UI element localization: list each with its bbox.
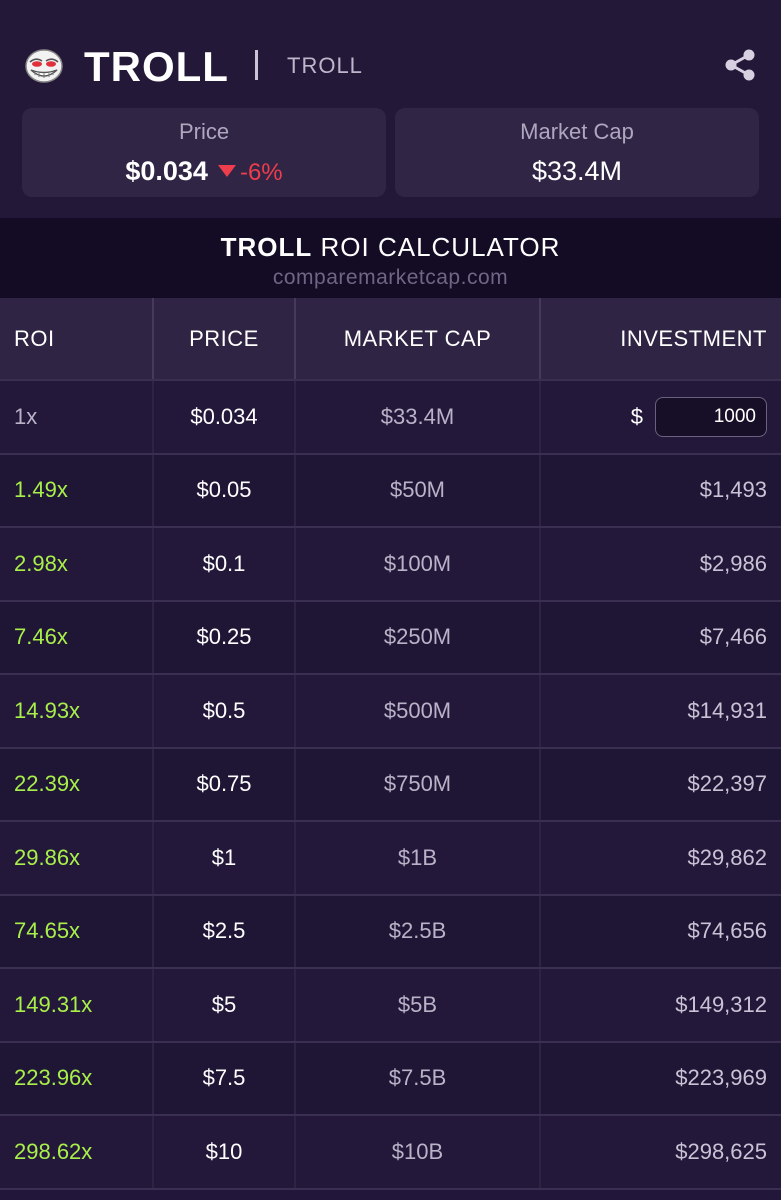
roi-cell: 223.96x — [0, 1041, 154, 1116]
table-row: 149.31x $5 $5B $149,312 — [0, 968, 781, 1043]
calculator-coin: TROLL — [220, 232, 313, 262]
coin-name: TROLL — [84, 43, 229, 90]
price-cell: $0.034 — [153, 380, 296, 455]
roi-cell: 14.93x — [0, 674, 154, 749]
price-cell: $2.5 — [153, 894, 296, 969]
market-cap-cell: $1B — [295, 821, 541, 896]
table-header-row: ROI PRICE MARKET CAP INVESTMENT — [0, 298, 781, 381]
coin-header: TROLL TROLL Price $0.034 -6% Market Cap $… — [0, 0, 781, 218]
investment-cell: $74,656 — [540, 894, 781, 969]
caret-down-icon — [217, 165, 236, 177]
investment-cell: $298,625 — [540, 1115, 781, 1190]
price-change: -6% — [239, 159, 283, 186]
investment-cell: $1,493 — [540, 453, 781, 528]
title-separator — [255, 50, 258, 80]
market-cap-cell: $750M — [295, 747, 541, 822]
market-cap-card: Market Cap $33.4M — [395, 108, 759, 197]
currency-symbol: $ — [630, 403, 643, 429]
investment-cell: $223,969 — [540, 1041, 781, 1116]
table-row: 22.39x $0.75 $750M $22,397 — [0, 747, 781, 822]
header-roi: ROI — [0, 298, 154, 381]
market-cap-cell: $100M — [295, 527, 541, 602]
table-row: 74.65x $2.5 $2.5B $74,656 — [0, 894, 781, 969]
market-cap-cell: $10B — [295, 1115, 541, 1190]
price-cell: $0.25 — [153, 600, 296, 675]
investment-cell: $7,466 — [540, 600, 781, 675]
roi-cell: 74.65x — [0, 894, 154, 969]
table-row: 14.93x $0.5 $500M $14,931 — [0, 674, 781, 749]
header-investment: INVESTMENT — [540, 298, 781, 381]
price-label: Price — [178, 119, 230, 144]
table-row: 1x $0.034 $33.4M $ — [0, 380, 781, 455]
roi-cell: 149.31x — [0, 968, 154, 1043]
share-icon[interactable] — [723, 48, 757, 82]
market-cap-cell: $2.5B — [295, 894, 541, 969]
investment-cell: $29,862 — [540, 821, 781, 896]
price-cell: $0.75 — [153, 747, 296, 822]
market-cap-cell: $50M — [295, 453, 541, 528]
roi-cell: 7.46x — [0, 600, 154, 675]
table-row: 298.62x $10 $10B $298,625 — [0, 1115, 781, 1190]
calculator-title: TROLL ROI CALCULATOR comparemarketcap.co… — [0, 218, 781, 298]
coin-ticker: TROLL — [287, 53, 363, 78]
site-name: comparemarketcap.com — [272, 266, 509, 289]
price-card: Price $0.034 -6% — [22, 108, 386, 197]
market-cap-cell: $250M — [295, 600, 541, 675]
roi-cell: 1x — [0, 380, 154, 455]
price-cell: $10 — [153, 1115, 296, 1190]
market-cap-cell: $500M — [295, 674, 541, 749]
price-cell: $0.1 — [153, 527, 296, 602]
market-cap-cell: $33.4M — [295, 380, 541, 455]
roi-table: ROI PRICE MARKET CAP INVESTMENT 1x $0.03… — [0, 298, 781, 1190]
calculator-label: ROI CALCULATOR — [312, 232, 561, 262]
table-row: 1.49x $0.05 $50M $1,493 — [0, 453, 781, 528]
roi-cell: 1.49x — [0, 453, 154, 528]
investment-cell: $14,931 — [540, 674, 781, 749]
header-market-cap: MARKET CAP — [295, 298, 541, 381]
price-cell: $0.05 — [153, 453, 296, 528]
investment-input-wrap: $ — [555, 396, 767, 437]
price-cell: $7.5 — [153, 1041, 296, 1116]
roi-cell: 22.39x — [0, 747, 154, 822]
price-cell: $0.5 — [153, 674, 296, 749]
price-cell: $1 — [153, 821, 296, 896]
market-cap-label: Market Cap — [520, 119, 634, 144]
title-row: TROLL TROLL — [24, 40, 757, 94]
market-cap-cell: $5B — [295, 968, 541, 1043]
price-value: $0.034 — [125, 156, 208, 186]
market-cap-value: $33.4M — [531, 156, 623, 186]
investment-input[interactable] — [655, 396, 767, 437]
investment-cell: $ — [540, 380, 781, 455]
table-row: 29.86x $1 $1B $29,862 — [0, 821, 781, 896]
header-price: PRICE — [153, 298, 296, 381]
table-row: 223.96x $7.5 $7.5B $223,969 — [0, 1041, 781, 1116]
troll-face-icon — [24, 48, 64, 84]
price-value-row: $0.034 -6% — [22, 155, 386, 189]
market-cap-cell: $7.5B — [295, 1041, 541, 1116]
table-row: 7.46x $0.25 $250M $7,466 — [0, 600, 781, 675]
roi-cell: 2.98x — [0, 527, 154, 602]
investment-cell: $22,397 — [540, 747, 781, 822]
table-row: 2.98x $0.1 $100M $2,986 — [0, 527, 781, 602]
roi-cell: 29.86x — [0, 821, 154, 896]
investment-cell: $2,986 — [540, 527, 781, 602]
roi-cell: 298.62x — [0, 1115, 154, 1190]
investment-cell: $149,312 — [540, 968, 781, 1043]
calculator-heading: TROLL ROI CALCULATOR — [0, 232, 781, 262]
price-cell: $5 — [153, 968, 296, 1043]
